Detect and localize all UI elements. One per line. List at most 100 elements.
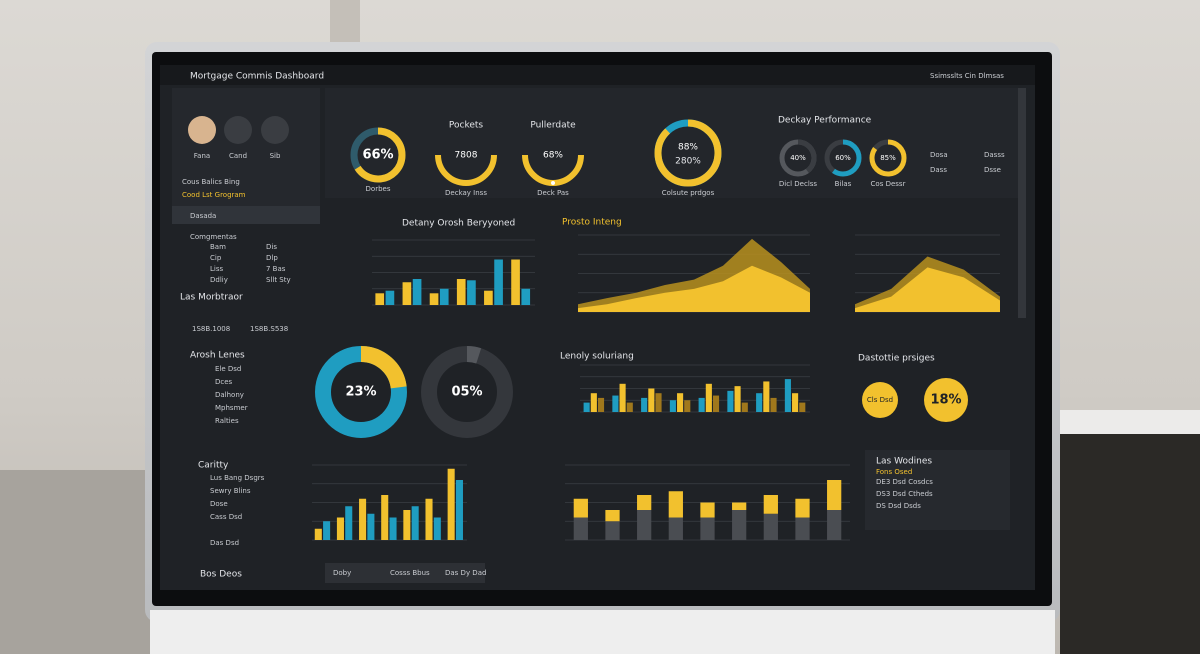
- bar-segment: [700, 502, 715, 518]
- gauge-label: 7808: [455, 151, 478, 161]
- list-item[interactable]: Sewry Blins: [210, 487, 251, 495]
- bar: [734, 386, 741, 412]
- panel-title: Dastottie prsiges: [858, 354, 935, 364]
- panel-title: Lenoly soluriang: [560, 352, 634, 362]
- bar-segment: [637, 510, 652, 540]
- menu-value: 7 Bas: [266, 265, 286, 273]
- list-item[interactable]: Dces: [215, 378, 233, 386]
- bar: [375, 293, 385, 305]
- menu-item[interactable]: Bam: [210, 243, 226, 251]
- group-title: Las Morbtraor: [180, 293, 243, 303]
- bar: [455, 480, 463, 540]
- bar: [367, 513, 375, 540]
- profile-name: Fana: [194, 152, 210, 160]
- bar: [648, 388, 655, 412]
- gauge-arc: [654, 119, 722, 187]
- bar: [381, 495, 389, 540]
- gauge-arc: [421, 346, 513, 438]
- tab[interactable]: Das Dy Dad: [445, 569, 486, 577]
- menu-item[interactable]: Liss: [210, 265, 223, 273]
- gauge-title: Pullerdate: [530, 121, 576, 131]
- bar: [456, 279, 466, 305]
- list-item[interactable]: Ele Dsd: [215, 365, 241, 373]
- bar: [583, 402, 590, 412]
- list-item[interactable]: Dose: [210, 500, 228, 508]
- bar: [385, 290, 395, 305]
- menu-value: Dis: [266, 243, 277, 251]
- gauge-caption: Cos Dessr: [871, 180, 906, 188]
- list-item[interactable]: Lus Bang Dsgrs: [210, 474, 265, 482]
- gauge-caption: Deckay Inss: [445, 189, 487, 197]
- bar: [626, 402, 633, 412]
- list-item[interactable]: Ralties: [215, 417, 239, 425]
- legend-item: Dosa: [930, 151, 948, 159]
- list-item[interactable]: Dalhony: [215, 391, 244, 399]
- bar-segment: [827, 510, 842, 540]
- avatar[interactable]: [224, 116, 252, 144]
- panel-title: Las Wodines: [876, 457, 932, 467]
- gauge-arc: [824, 139, 862, 177]
- bar: [655, 393, 662, 412]
- total: 1S8B.S538: [250, 325, 288, 333]
- list-item[interactable]: Das Dsd: [210, 539, 239, 547]
- menu-item[interactable]: Ddliy: [210, 276, 228, 284]
- avatar[interactable]: [188, 116, 216, 144]
- list-item[interactable]: Cass Dsd: [210, 513, 242, 521]
- header-user: Ssimsslts Cin Dlmsas: [930, 72, 1004, 80]
- bar: [597, 397, 605, 412]
- bar-segment: [795, 517, 810, 540]
- search-label[interactable]: Cood Lst Grogram: [182, 191, 246, 199]
- bar: [712, 395, 720, 412]
- legend-item: Dsse: [984, 166, 1001, 174]
- tab[interactable]: Doby: [333, 569, 351, 577]
- bar: [677, 393, 684, 412]
- menu-value: Dlp: [266, 254, 278, 262]
- gauge-caption: Cls Dsd: [867, 396, 893, 404]
- bar-segment: [795, 498, 810, 518]
- bar: [784, 379, 791, 412]
- bar: [345, 506, 353, 540]
- bar: [314, 528, 322, 540]
- bar-segment: [668, 491, 683, 518]
- list-item: DS Dsd Dsds: [876, 502, 921, 510]
- list-panel: [865, 450, 1010, 530]
- section-title: Cous Balics Bing: [182, 178, 240, 186]
- bar: [336, 517, 344, 540]
- bar: [612, 395, 619, 412]
- avatar[interactable]: [261, 116, 289, 144]
- bar-segment: [827, 480, 842, 510]
- bar: [359, 498, 367, 540]
- bar: [741, 402, 748, 412]
- area: [578, 265, 810, 312]
- list-item: DE3 Dsd Cosdcs: [876, 478, 933, 486]
- filter-bar: [172, 206, 320, 224]
- panel-title: Prosto Inteng: [562, 218, 622, 228]
- list-item[interactable]: Mphsmer: [215, 404, 248, 412]
- bar: [433, 517, 441, 540]
- bar-segment: [763, 513, 778, 540]
- list-item: Fons Osed: [876, 468, 912, 476]
- gauge-label: 66%: [362, 148, 393, 163]
- area: [855, 267, 1000, 312]
- total: 1S8B.1008: [192, 325, 230, 333]
- legend-item: Dasss: [984, 151, 1005, 159]
- bar: [389, 517, 397, 540]
- bar: [411, 506, 419, 540]
- bar: [590, 393, 597, 412]
- menu-item[interactable]: Cip: [210, 254, 222, 262]
- bar: [727, 390, 734, 412]
- bar-segment: [573, 517, 588, 540]
- tab[interactable]: Cosss Bbus: [390, 569, 430, 577]
- gauge-arc: [350, 127, 406, 183]
- bar: [792, 393, 799, 412]
- gauge-caption: Dorbes: [366, 185, 391, 193]
- list-item: DS3 Dsd Ctheds: [876, 490, 933, 498]
- gauge-arc: [315, 346, 407, 438]
- gauge-title: Pockets: [449, 121, 484, 131]
- gauge-label: 60%: [835, 154, 851, 162]
- gauge-caption: Deck Pas: [537, 189, 569, 197]
- bar: [467, 280, 476, 305]
- monitor-chin: [150, 610, 1055, 654]
- filter-label[interactable]: Dasada: [190, 212, 216, 220]
- bar: [412, 279, 422, 305]
